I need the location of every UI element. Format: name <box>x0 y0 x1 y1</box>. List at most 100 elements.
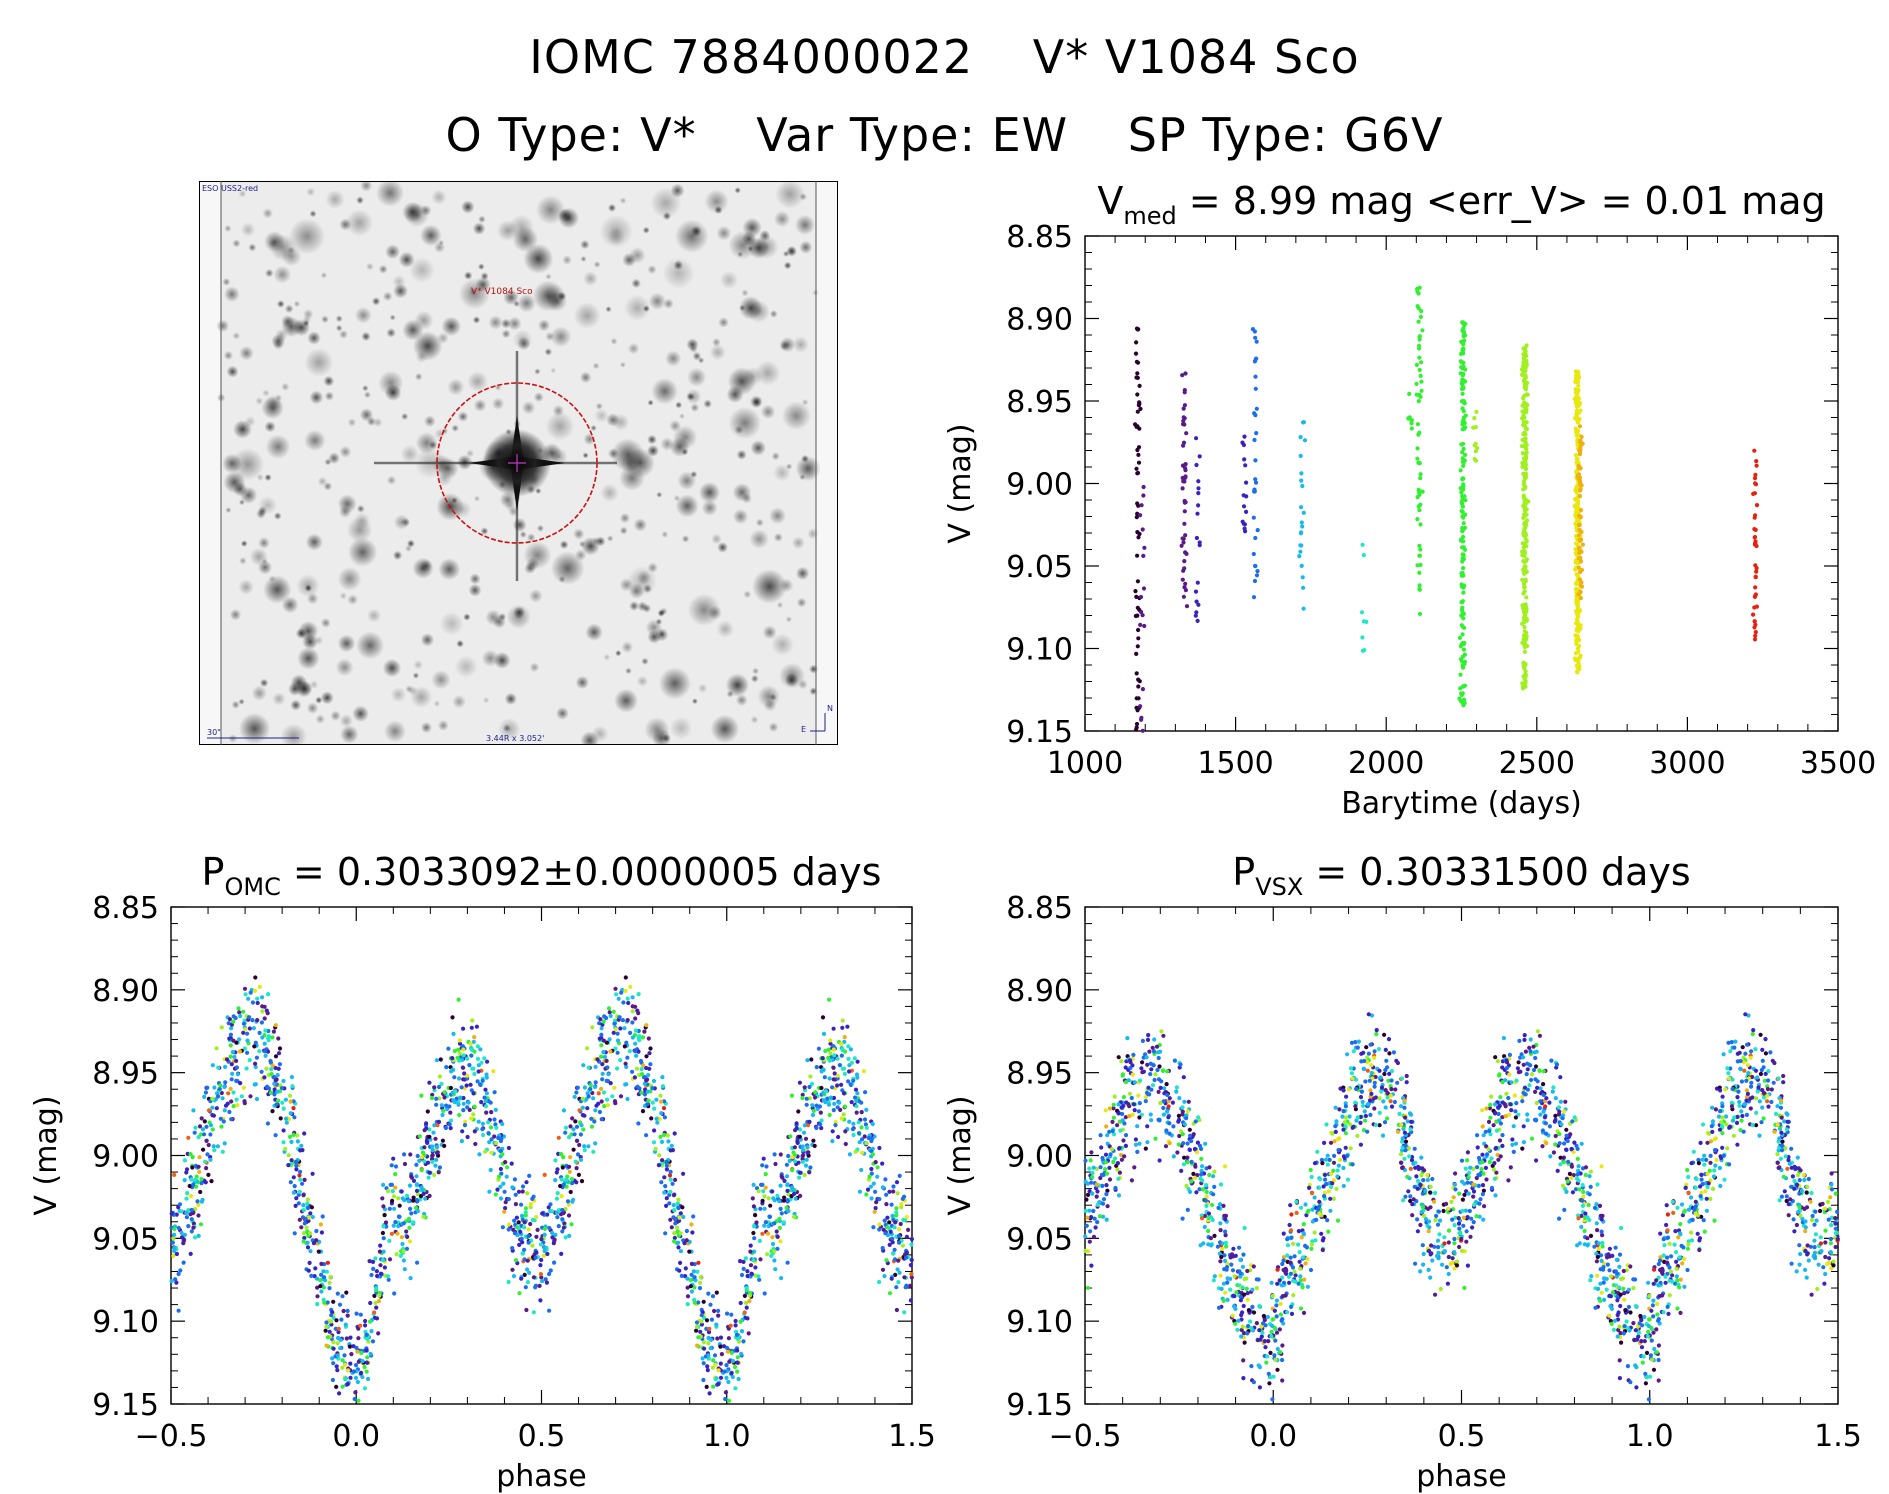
phase-omc-point <box>289 1139 294 1144</box>
phase-vsx-point <box>1099 1145 1104 1150</box>
phase-omc-point <box>452 1100 457 1105</box>
phase-omc-point <box>273 1133 278 1138</box>
phase-omc-point <box>182 1232 187 1237</box>
phase-omc-point <box>502 1209 507 1214</box>
lightcurve-point <box>1753 633 1758 639</box>
phase-omc-point <box>649 1116 654 1121</box>
field-star <box>606 535 614 542</box>
lightcurve-point <box>1135 579 1140 584</box>
phase-omc-point <box>757 1238 762 1243</box>
phase-omc-point <box>664 1159 669 1164</box>
phase-omc-point <box>324 1343 329 1348</box>
phase-omc-point <box>625 1018 630 1023</box>
phase-omc-point <box>372 1310 377 1315</box>
field-star <box>580 239 590 250</box>
phase-omc-point <box>402 1267 407 1272</box>
phase-omc-point <box>607 1037 612 1042</box>
phase-omc-point <box>259 1069 264 1074</box>
field-star <box>488 315 503 330</box>
phase-omc-point <box>540 1211 545 1216</box>
field-star <box>463 613 471 621</box>
phase-omc-point <box>368 1319 373 1324</box>
phase-omc-point <box>531 1275 537 1280</box>
phase-omc-point <box>851 1121 856 1126</box>
phase-vsx-point <box>1345 1177 1351 1182</box>
phase-omc-point <box>593 1108 598 1113</box>
phase-omc-point <box>751 1204 757 1209</box>
field-star <box>545 331 555 342</box>
phase-omc-point <box>628 1030 633 1035</box>
phase-omc-point <box>639 1090 644 1095</box>
field-star <box>265 268 274 278</box>
phase-omc-point <box>805 1150 810 1155</box>
phase-omc-point <box>294 1167 299 1172</box>
phase-omc-point <box>335 1291 340 1296</box>
field-star <box>405 685 414 694</box>
field-star <box>545 273 552 280</box>
phase-omc-point <box>890 1213 895 1218</box>
phase-omc-point <box>689 1222 694 1227</box>
phase-omc-point <box>595 1057 600 1062</box>
lightcurve-point <box>1183 468 1188 473</box>
phase-omc-point <box>528 1202 534 1207</box>
phase-omc-point <box>366 1376 371 1382</box>
phase-omc-point <box>659 1099 664 1104</box>
phase-omc-point <box>566 1213 572 1218</box>
phase-omc-point <box>199 1181 204 1186</box>
phase-omc-point <box>483 1104 489 1109</box>
phase-omc-point <box>472 1104 477 1109</box>
lightcurve-point <box>1242 526 1247 531</box>
phase-omc-point <box>894 1180 900 1185</box>
phase-vsx-point <box>1289 1311 1295 1316</box>
lightcurve-point <box>1253 335 1258 340</box>
phase-omc-point <box>725 1311 730 1316</box>
field-star <box>276 300 285 308</box>
phase-omc-point <box>678 1231 683 1236</box>
phase-omc-point <box>627 1049 632 1054</box>
lightcurve-point <box>1359 610 1365 615</box>
field-star <box>749 395 763 409</box>
field-star <box>625 667 632 675</box>
phase-omc-point <box>440 1112 445 1118</box>
field-star <box>523 243 554 274</box>
lightcurve-point <box>1134 671 1139 676</box>
phase-vsx-point <box>1374 1032 1379 1037</box>
phase-omc-point <box>222 1108 227 1113</box>
phase-omc-point <box>620 1018 626 1023</box>
lightcurve-point <box>1301 420 1306 425</box>
lightcurve-point <box>1521 591 1526 596</box>
field-star <box>262 389 270 397</box>
phase-vsx-point <box>1121 1138 1126 1143</box>
lightcurve-point <box>1243 463 1248 468</box>
lightcurve-point <box>1473 449 1478 454</box>
lightcurve-point <box>1463 333 1468 338</box>
field-star <box>457 411 469 422</box>
phase-omc-point <box>800 1144 805 1149</box>
lightcurve-point <box>1576 565 1581 570</box>
lightcurve-point <box>1298 543 1303 548</box>
phase-omc-point <box>760 1182 765 1187</box>
phase-vsx-point <box>1781 1073 1786 1079</box>
lightcurve-point <box>1524 595 1529 600</box>
phase-omc-point <box>474 1024 479 1029</box>
phase-omc-point <box>459 1085 464 1090</box>
phase-omc-point <box>501 1181 506 1186</box>
phase-omc-point <box>909 1257 914 1263</box>
phase-omc-point <box>701 1299 706 1304</box>
phase-omc-point <box>819 1118 824 1123</box>
phase-omc-point <box>434 1096 439 1101</box>
phase-omc-point <box>210 1063 215 1068</box>
phase-omc-point <box>636 1036 641 1041</box>
phase-omc-point <box>234 1058 239 1063</box>
phase-omc-point <box>882 1218 887 1223</box>
phase-omc-point <box>189 1207 194 1213</box>
phase-omc-point <box>560 1229 565 1234</box>
phase-vsx-point <box>1145 1140 1150 1145</box>
phase-omc-point <box>645 1089 650 1094</box>
phase-omc-point <box>634 1066 640 1071</box>
phase-vsx-point <box>1707 1168 1712 1173</box>
phase-omc-point <box>735 1360 740 1365</box>
field-star <box>661 530 669 538</box>
phase-omc-point <box>392 1291 397 1296</box>
phase-omc-point <box>287 1093 293 1098</box>
